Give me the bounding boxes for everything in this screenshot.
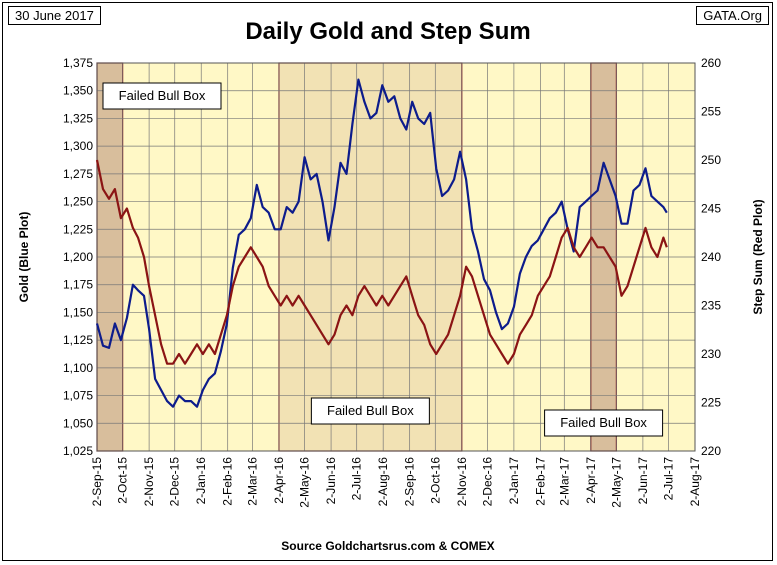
box-label-text: Failed Bull Box [560, 415, 647, 430]
series-line-step-sum [95, 159, 668, 365]
y-left-tick-label: 1,350 [63, 84, 93, 98]
y-left-axis-title: Gold (Blue Plot) [17, 212, 31, 303]
x-tick-label: 2-Jun-17 [636, 457, 650, 505]
x-tick-label: 2-Feb-16 [221, 457, 235, 506]
y-left-tick-label: 1,325 [63, 111, 93, 125]
site-label: GATA.Org [696, 6, 769, 25]
y-left-tick-label: 1,300 [63, 139, 93, 153]
y-left-tick-label: 1,225 [63, 222, 93, 236]
x-tick-label: 2-May-17 [609, 457, 623, 508]
x-tick-label: 2-Aug-16 [376, 457, 390, 507]
x-tick-label: 2-Dec-15 [168, 457, 182, 507]
x-tick-label: 2-Jun-16 [324, 457, 338, 505]
date-label: 30 June 2017 [8, 6, 101, 25]
y-left-tick-label: 1,150 [63, 305, 93, 319]
x-tick-label: 2-Sep-15 [90, 457, 104, 507]
y-right-tick-label: 240 [701, 250, 721, 264]
x-tick-label: 2-Oct-15 [116, 457, 130, 504]
y-left-tick-label: 1,275 [63, 167, 93, 181]
chart-title: Daily Gold and Step Sum [245, 18, 530, 45]
box-label-background [544, 409, 664, 437]
y-right-tick-label: 220 [701, 444, 721, 458]
x-tick-label: 2-May-16 [298, 457, 312, 508]
y-left-tick-label: 1,375 [63, 56, 93, 70]
x-tick-label: 2-Feb-17 [533, 457, 547, 506]
y-right-tick-label: 235 [701, 299, 721, 313]
x-tick-label: 2-Jan-17 [507, 457, 521, 505]
x-tick-label: 2-Jul-16 [350, 457, 364, 501]
x-tick-label: 2-Oct-16 [428, 457, 442, 504]
y-left-tick-label: 1,100 [63, 361, 93, 375]
box-label-text: Failed Bull Box [327, 403, 414, 418]
x-tick-label: 2-Apr-16 [272, 457, 286, 504]
y-right-axis-title: Step Sum (Red Plot) [751, 199, 765, 314]
box-label-text: Failed Bull Box [119, 88, 206, 103]
y-left-tick-label: 1,250 [63, 195, 93, 209]
plot-border [96, 62, 696, 452]
y-right-tick-label: 250 [701, 153, 721, 167]
series-line-gold [95, 78, 668, 408]
x-tick-label: 2-Nov-15 [142, 457, 156, 507]
x-tick-label: 2-Mar-17 [557, 457, 571, 506]
box-label-background [102, 82, 222, 110]
x-tick-label: 2-Jul-17 [662, 457, 676, 501]
y-right-tick-label: 245 [701, 202, 721, 216]
y-right-tick-label: 230 [701, 347, 721, 361]
x-tick-label: 2-Apr-17 [584, 457, 598, 504]
x-tick-label: 2-Dec-16 [480, 457, 494, 507]
y-left-tick-label: 1,050 [63, 416, 93, 430]
y-left-tick-label: 1,125 [63, 333, 93, 347]
x-tick-label: 2-Sep-16 [403, 457, 417, 507]
x-tick-label: 2-Mar-16 [245, 457, 259, 506]
x-tick-label: 2-Nov-16 [455, 457, 469, 507]
box-label-background [310, 397, 430, 425]
y-left-tick-label: 1,075 [63, 389, 93, 403]
x-tick-label: 2-Jan-16 [194, 457, 208, 505]
y-left-tick-label: 1,025 [63, 444, 93, 458]
x-tick-label: 2-Aug-17 [688, 457, 702, 507]
y-left-tick-label: 1,200 [63, 250, 93, 264]
y-right-tick-label: 260 [701, 56, 721, 70]
source-label: Source Goldchartsrus.com & COMEX [281, 539, 494, 553]
y-right-tick-label: 255 [701, 105, 721, 119]
y-left-tick-label: 1,175 [63, 278, 93, 292]
y-right-tick-label: 225 [701, 396, 721, 410]
